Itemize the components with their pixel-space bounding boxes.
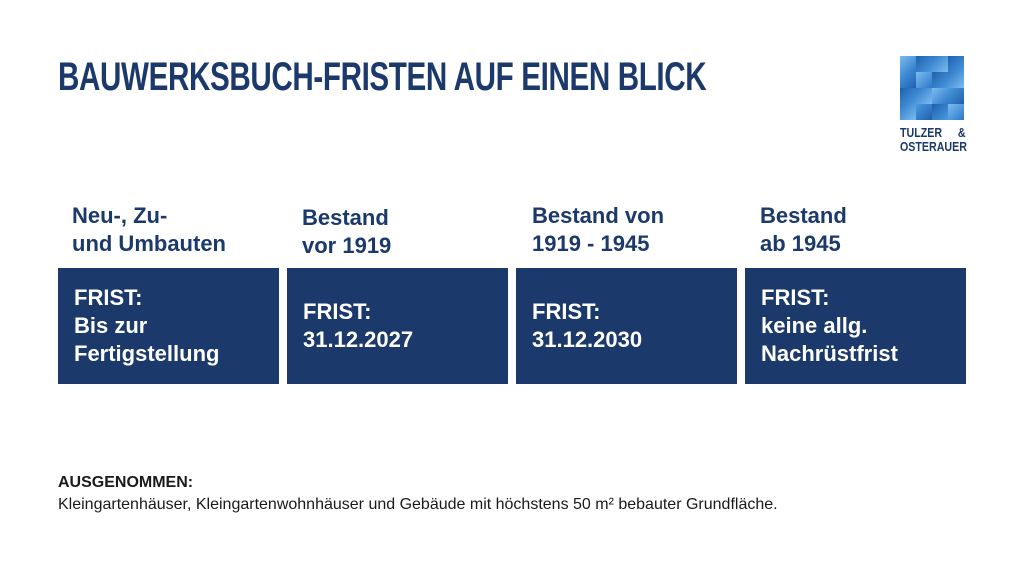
company-logo: TULZER & OSTERAUER bbox=[900, 56, 968, 154]
logo-tile bbox=[916, 88, 932, 104]
logo-tile bbox=[900, 56, 916, 72]
logo-tile bbox=[948, 72, 964, 88]
logo-text-line1-right: & bbox=[957, 125, 966, 140]
deadline-box-from-1945: FRIST: keine allg. Nachrüstfrist bbox=[745, 268, 966, 384]
logo-tile bbox=[900, 88, 916, 104]
logo-tile bbox=[948, 56, 964, 72]
exception-label: AUSGENOMMEN: bbox=[58, 474, 194, 491]
deadline-line: Nachrüstfrist bbox=[761, 341, 898, 366]
heading-line: vor 1919 bbox=[302, 233, 392, 258]
deadline-line: Fertigstellung bbox=[74, 341, 220, 366]
deadline-line: Bis zur bbox=[74, 313, 148, 338]
logo-tile bbox=[916, 104, 932, 120]
deadline-line: 31.12.2027 bbox=[303, 327, 414, 352]
heading-line: Bestand bbox=[302, 205, 389, 230]
logo-text-line2: OSTERAUER bbox=[900, 139, 967, 154]
deadline-line: FRIST: bbox=[761, 285, 830, 310]
logo-text: TULZER & OSTERAUER bbox=[900, 125, 967, 154]
logo-mosaic-icon bbox=[900, 56, 964, 120]
deadline-box-before-1919: FRIST: 31.12.2027 bbox=[287, 268, 508, 384]
logo-tile bbox=[932, 104, 948, 120]
logo-tile bbox=[900, 104, 916, 120]
heading-line: Bestand von bbox=[532, 203, 665, 228]
deadline-line: 31.12.2030 bbox=[532, 327, 643, 352]
logo-tile bbox=[932, 56, 948, 72]
deadline-line: FRIST: bbox=[74, 285, 143, 310]
column-heading-before-1919: Bestand vor 1919 bbox=[302, 204, 391, 260]
heading-line: Bestand bbox=[760, 203, 847, 228]
deadline-box-new-builds: FRIST: Bis zur Fertigstellung bbox=[58, 268, 279, 384]
page-title: BAUWERKSBUCH-FRISTEN AUF EINEN BLICK bbox=[58, 55, 707, 99]
logo-tile bbox=[948, 104, 964, 120]
heading-line: und Umbauten bbox=[72, 231, 226, 256]
deadline-line: FRIST: bbox=[303, 299, 372, 324]
exception-text: Kleingartenhäuser, Kleingartenwohnhäuser… bbox=[58, 496, 778, 513]
deadline-box-1919-1945: FRIST: 31.12.2030 bbox=[516, 268, 737, 384]
logo-tile bbox=[900, 72, 916, 88]
column-heading-new-builds: Neu-, Zu- und Umbauten bbox=[72, 202, 226, 258]
heading-line: ab 1945 bbox=[760, 231, 841, 256]
deadline-line: FRIST: bbox=[532, 299, 601, 324]
logo-tile bbox=[916, 72, 932, 88]
logo-tile bbox=[948, 88, 964, 104]
heading-line: Neu-, Zu- bbox=[72, 203, 168, 228]
deadline-line: keine allg. bbox=[761, 313, 868, 338]
logo-tile bbox=[932, 88, 948, 104]
heading-line: 1919 - 1945 bbox=[532, 231, 650, 256]
logo-tile bbox=[916, 56, 932, 72]
column-heading-from-1945: Bestand ab 1945 bbox=[760, 202, 847, 258]
logo-tile bbox=[932, 72, 948, 88]
column-heading-1919-1945: Bestand von 1919 - 1945 bbox=[532, 202, 664, 258]
logo-text-line1-left: TULZER bbox=[900, 125, 943, 140]
